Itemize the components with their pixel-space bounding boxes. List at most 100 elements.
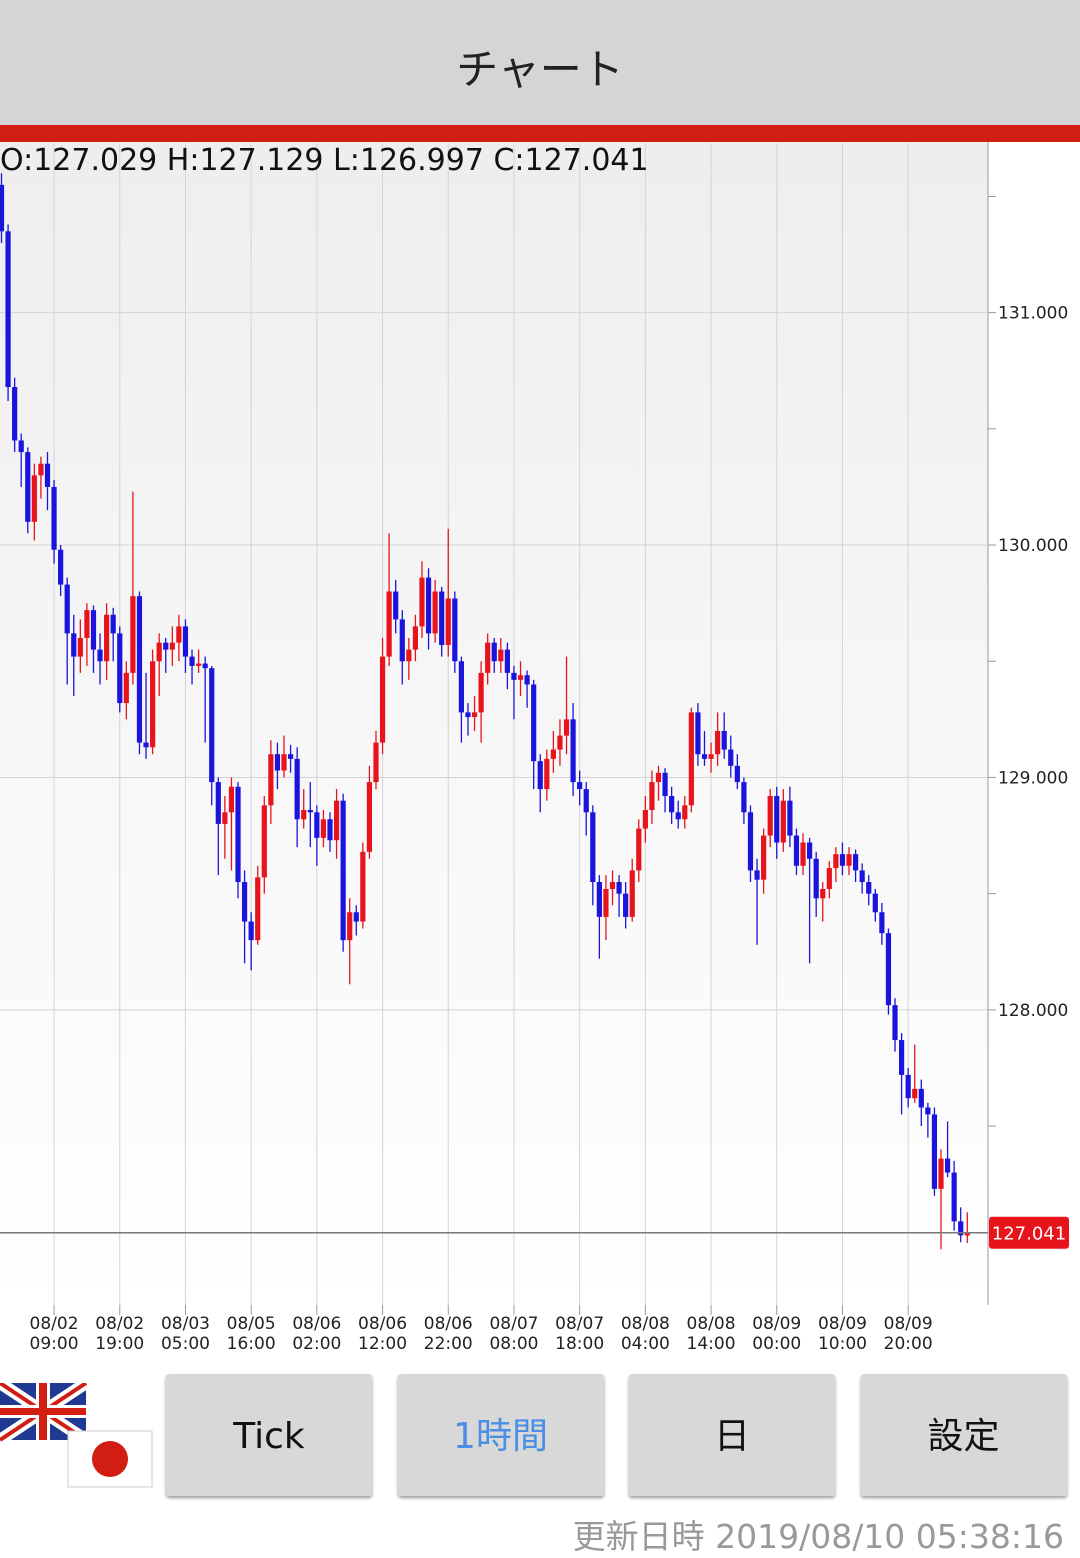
candle-body bbox=[439, 591, 445, 645]
candle-body bbox=[117, 633, 123, 704]
candle-body bbox=[531, 684, 537, 762]
candle-body bbox=[898, 1040, 905, 1075]
update-time: 更新日時 2019/08/10 05:38:16 bbox=[572, 1517, 1064, 1556]
candle-body bbox=[800, 842, 806, 866]
candle-body bbox=[557, 735, 563, 750]
candle-body bbox=[189, 656, 195, 666]
candle-body bbox=[853, 854, 859, 871]
candle-body bbox=[406, 649, 412, 662]
candle-body bbox=[846, 854, 852, 866]
x-tick-label: 08/09 00:00 bbox=[752, 1314, 802, 1354]
candle-body bbox=[478, 672, 484, 713]
candle-body bbox=[471, 712, 478, 718]
candle-body bbox=[360, 851, 366, 922]
y-tick-label: 129.000 bbox=[998, 768, 1068, 788]
candle-body bbox=[780, 800, 786, 843]
x-tick-label: 08/07 18:00 bbox=[555, 1314, 605, 1354]
candle-body bbox=[327, 819, 333, 841]
candle-body bbox=[885, 933, 892, 1006]
candle-body bbox=[905, 1074, 911, 1099]
candle-body bbox=[767, 796, 773, 836]
tab-button[interactable]: 1時間 bbox=[397, 1374, 604, 1496]
candle-body bbox=[399, 619, 405, 662]
tab-button[interactable]: 日 bbox=[629, 1374, 835, 1496]
candle-body bbox=[379, 656, 386, 743]
candle-body bbox=[58, 549, 64, 585]
candle-body bbox=[215, 782, 221, 824]
candle-body bbox=[951, 1172, 957, 1222]
candle-body bbox=[44, 463, 51, 487]
candle-body bbox=[721, 730, 727, 750]
accent-bar bbox=[0, 125, 1080, 142]
candle-body bbox=[340, 800, 346, 941]
candle-body bbox=[734, 765, 740, 783]
candle-body bbox=[590, 812, 596, 883]
tab-button[interactable]: 設定 bbox=[860, 1374, 1067, 1496]
candle-body bbox=[130, 596, 136, 673]
candle-body bbox=[209, 668, 215, 783]
candle-body bbox=[465, 712, 471, 718]
candle-body bbox=[261, 805, 267, 878]
x-tick-label: 08/09 20:00 bbox=[883, 1314, 933, 1354]
x-tick-label: 08/09 10:00 bbox=[817, 1314, 867, 1354]
candle-body bbox=[774, 796, 780, 843]
candle-body bbox=[458, 661, 464, 713]
candle-body bbox=[294, 758, 300, 820]
candle-body bbox=[281, 754, 287, 771]
candle-body bbox=[629, 870, 635, 917]
candle-body bbox=[793, 835, 800, 866]
candle-body bbox=[123, 672, 129, 704]
candle-body bbox=[609, 882, 616, 890]
candle-body bbox=[90, 610, 97, 650]
candle-body bbox=[25, 452, 31, 522]
candle-body bbox=[918, 1088, 924, 1108]
candle-body bbox=[241, 882, 248, 922]
candle-body bbox=[143, 742, 149, 748]
candle-body bbox=[333, 800, 340, 841]
plot-bg bbox=[0, 142, 988, 1305]
candle-body bbox=[695, 712, 701, 755]
header: チャート bbox=[0, 0, 1080, 125]
candle-body bbox=[537, 761, 543, 790]
candle-body bbox=[485, 642, 491, 673]
candle-body bbox=[892, 1005, 898, 1041]
candle-body bbox=[826, 868, 832, 890]
price-tag bbox=[989, 1216, 1069, 1249]
candle-body bbox=[636, 828, 642, 871]
candle-body bbox=[649, 782, 655, 810]
candle-body bbox=[524, 675, 530, 685]
ohlc-readout: O:127.029 H:127.129 L:126.997 C:127.041 bbox=[0, 143, 649, 178]
candle-body bbox=[813, 858, 819, 899]
candle-body bbox=[432, 591, 438, 634]
candle-body bbox=[419, 577, 425, 627]
chart: 128.000 129.000 130.000 131.000 127.041 bbox=[0, 142, 1069, 1315]
candle-body bbox=[320, 819, 327, 838]
candle-body bbox=[169, 642, 175, 650]
candle-body bbox=[163, 642, 169, 650]
candle-body bbox=[156, 642, 162, 662]
candle-body bbox=[511, 672, 517, 680]
candle-body bbox=[51, 486, 57, 550]
candle-body bbox=[701, 754, 708, 759]
candle-body bbox=[314, 812, 320, 838]
candle-body bbox=[425, 577, 432, 634]
candle-body bbox=[596, 882, 602, 917]
candle-body bbox=[741, 782, 747, 813]
x-tick-label: 08/07 08:00 bbox=[489, 1314, 539, 1354]
x-tick-label: 08/06 12:00 bbox=[358, 1314, 408, 1354]
candle-body bbox=[104, 614, 110, 662]
candle-body bbox=[879, 912, 885, 934]
candle-body bbox=[412, 626, 419, 650]
candle-body bbox=[452, 598, 458, 662]
candle-body bbox=[623, 893, 629, 917]
candle-body bbox=[563, 719, 570, 736]
candle-body bbox=[366, 782, 373, 852]
tab-button[interactable]: Tick bbox=[166, 1374, 372, 1496]
candle-body bbox=[958, 1221, 964, 1236]
candle-body bbox=[839, 854, 846, 866]
price-label: 127.041 bbox=[992, 1224, 1066, 1245]
candle-body bbox=[925, 1107, 931, 1115]
candle-body bbox=[688, 712, 694, 806]
candle-body bbox=[787, 800, 793, 836]
candle-body bbox=[110, 614, 116, 634]
